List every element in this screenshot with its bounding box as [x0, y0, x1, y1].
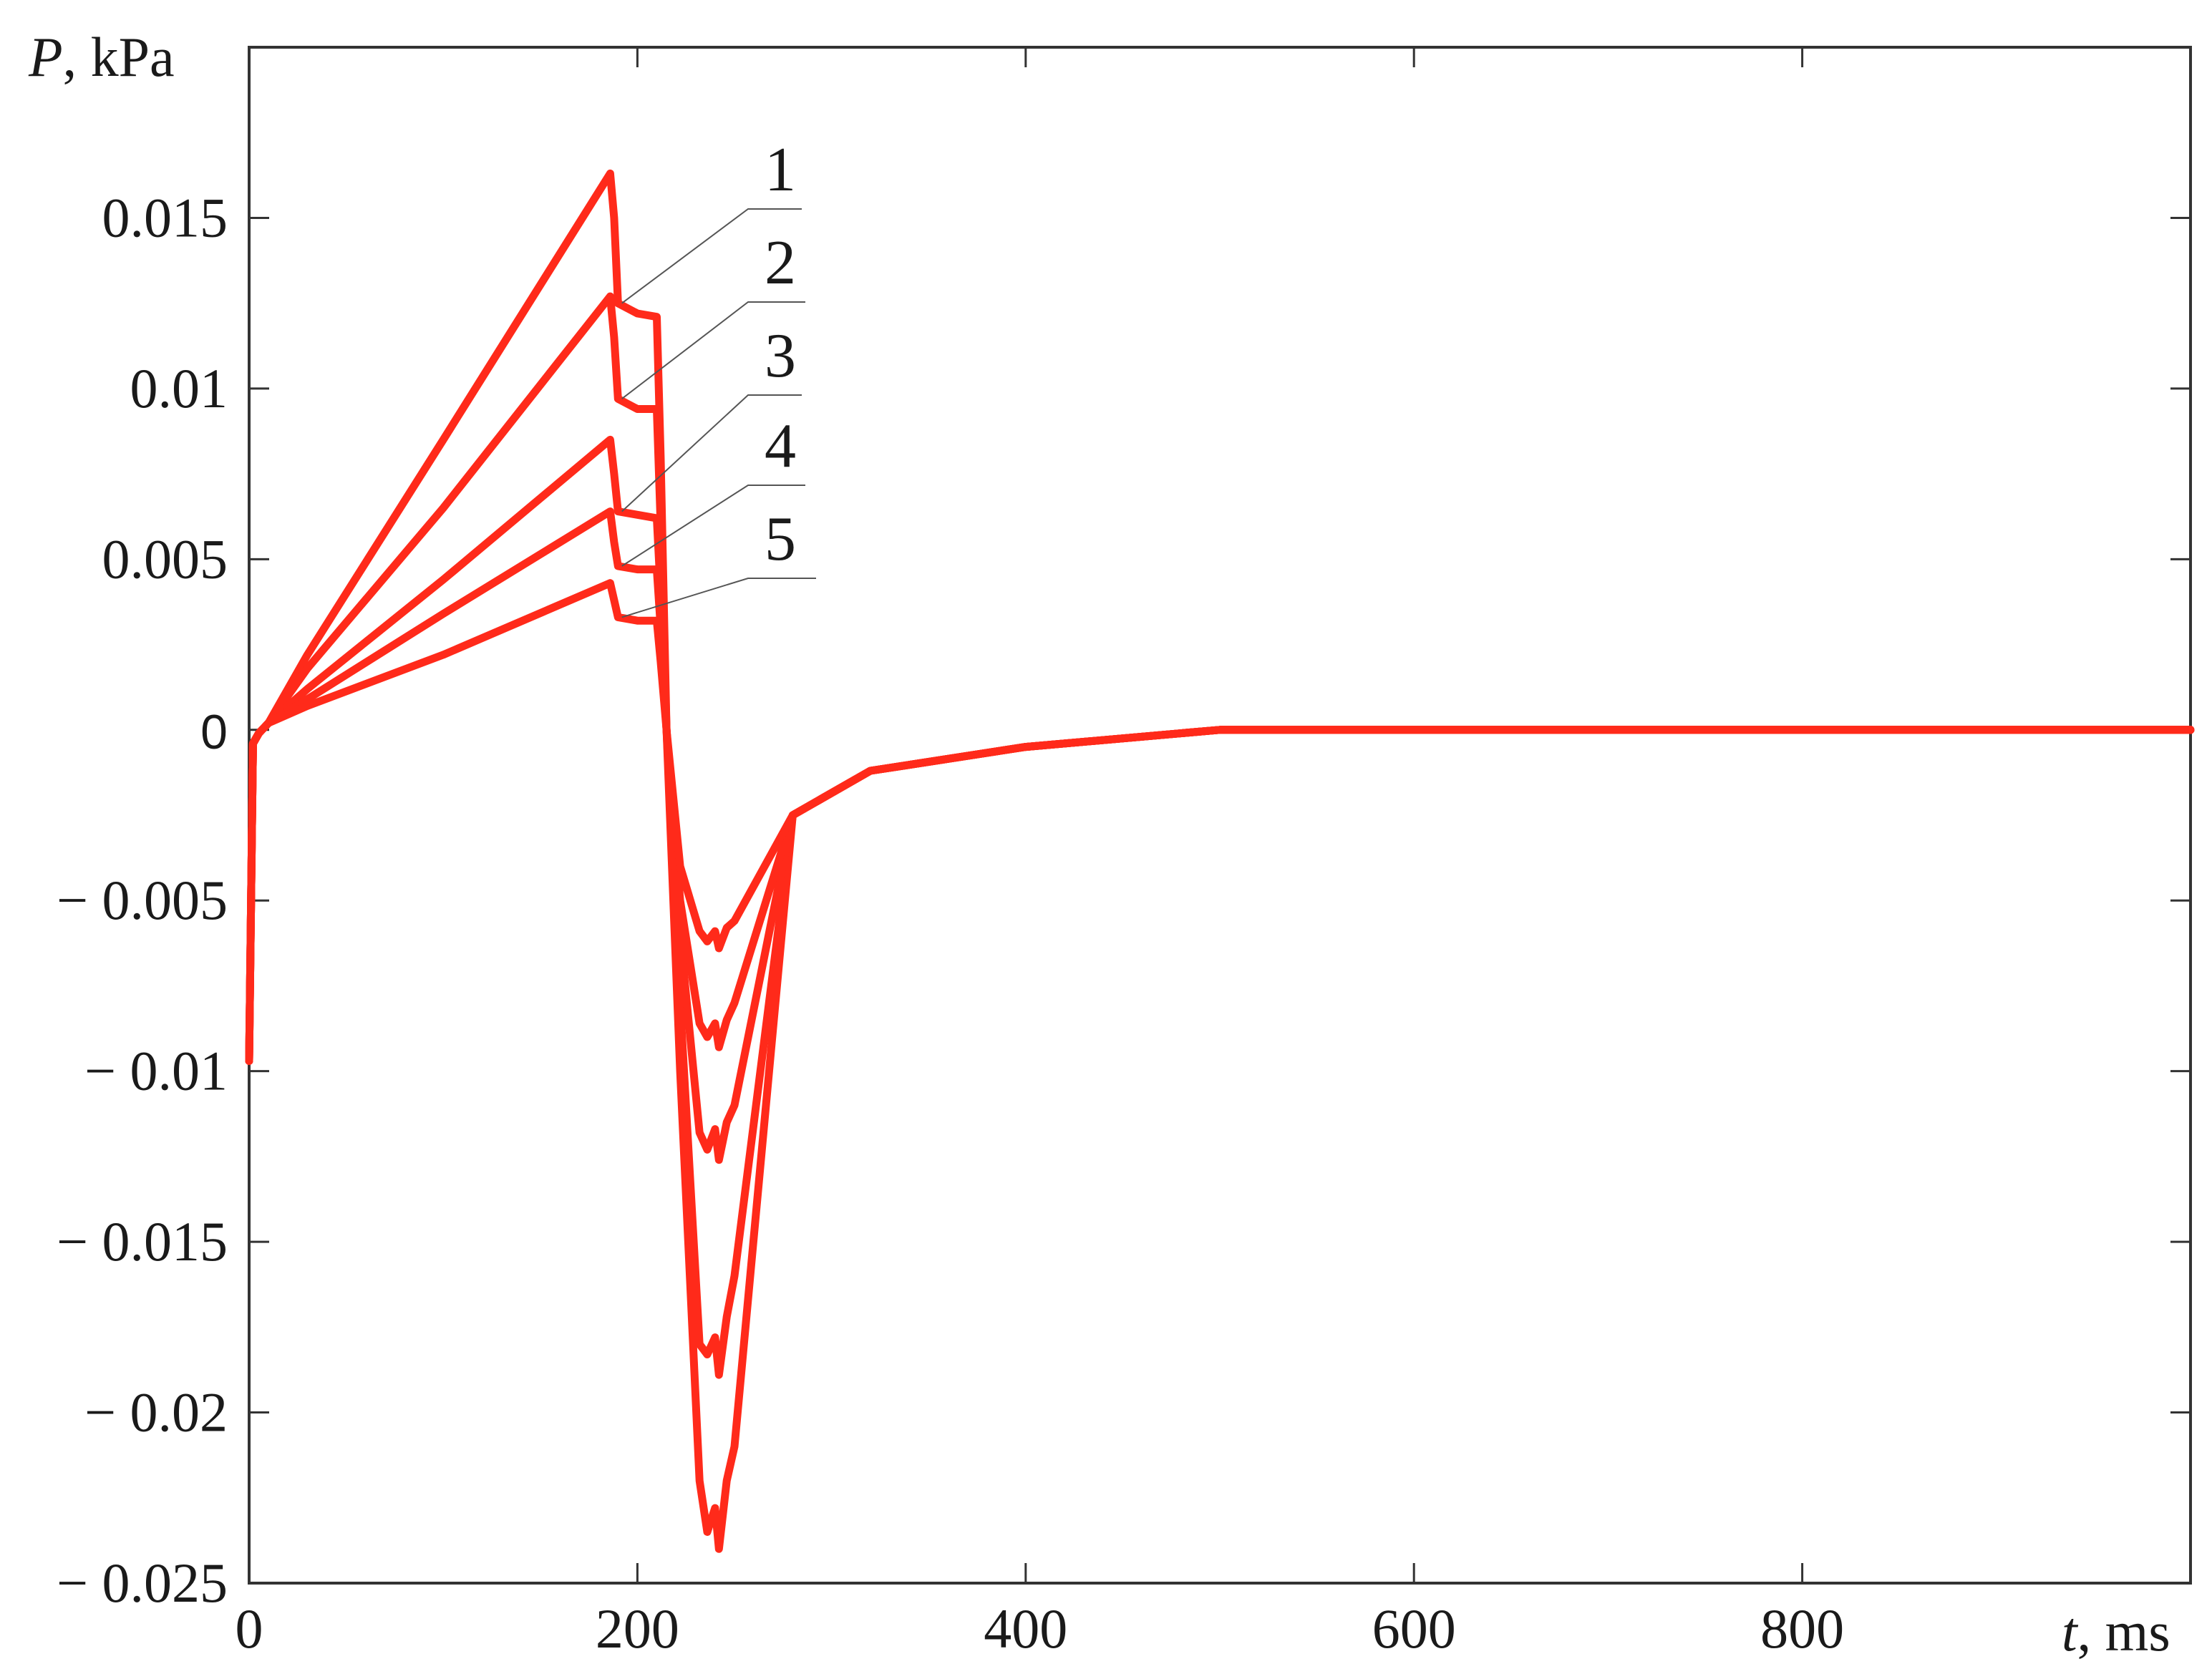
y-tick-label: − 0.005 — [57, 869, 228, 931]
y-tick-label: 0 — [200, 705, 228, 759]
curve-leader-2 — [621, 301, 805, 399]
x-axis-unit: , ms — [2077, 1600, 2170, 1663]
curve-label-1: 1 — [765, 135, 796, 205]
x-axis-variable: t — [2062, 1600, 2079, 1663]
curve-label-5: 5 — [765, 505, 796, 574]
y-tick-label: 0.01 — [130, 357, 228, 419]
x-tick-label: 600 — [1372, 1597, 1456, 1660]
curve-leader-5 — [621, 578, 816, 618]
series-line-4 — [245, 507, 2195, 1065]
curve-label-3: 3 — [765, 321, 796, 391]
curve-leaders: 1 2 3 4 5 — [621, 135, 816, 618]
series-line-5 — [245, 579, 2195, 1065]
x-tick-label: 200 — [596, 1597, 679, 1660]
x-tick-label: 0 — [236, 1597, 263, 1660]
y-axis-unit: , kPa — [63, 26, 175, 88]
series-line-3 — [245, 435, 2195, 1164]
series-line-2 — [245, 292, 2195, 1379]
curves — [245, 169, 2195, 1553]
y-ticks: 0.015 0.01 0.005 0 − 0.005 − 0.01 − 0.015 − 0.0… — [57, 186, 2191, 1614]
y-tick-label: − 0.02 — [84, 1381, 228, 1444]
y-axis-label: P, kPa — [28, 26, 175, 88]
y-axis-variable: P — [28, 26, 63, 88]
curve-leader-1 — [621, 208, 802, 304]
y-tick-label: 0.015 — [102, 186, 228, 248]
y-tick-label: − 0.015 — [57, 1210, 228, 1272]
y-tick-label: − 0.025 — [57, 1552, 228, 1614]
y-tick-label: − 0.01 — [84, 1040, 228, 1102]
curve-label-2: 2 — [765, 228, 796, 298]
x-ticks: 0 200 400 600 800 — [236, 47, 1844, 1660]
x-tick-label: 800 — [1760, 1597, 1844, 1660]
curve-leader-4 — [621, 485, 805, 567]
curve-label-4: 4 — [765, 412, 796, 481]
curve-leader-3 — [621, 394, 802, 512]
y-tick-label: 0.005 — [102, 527, 228, 590]
x-tick-label: 400 — [984, 1597, 1067, 1660]
x-axis-label: t, ms — [2062, 1600, 2170, 1663]
